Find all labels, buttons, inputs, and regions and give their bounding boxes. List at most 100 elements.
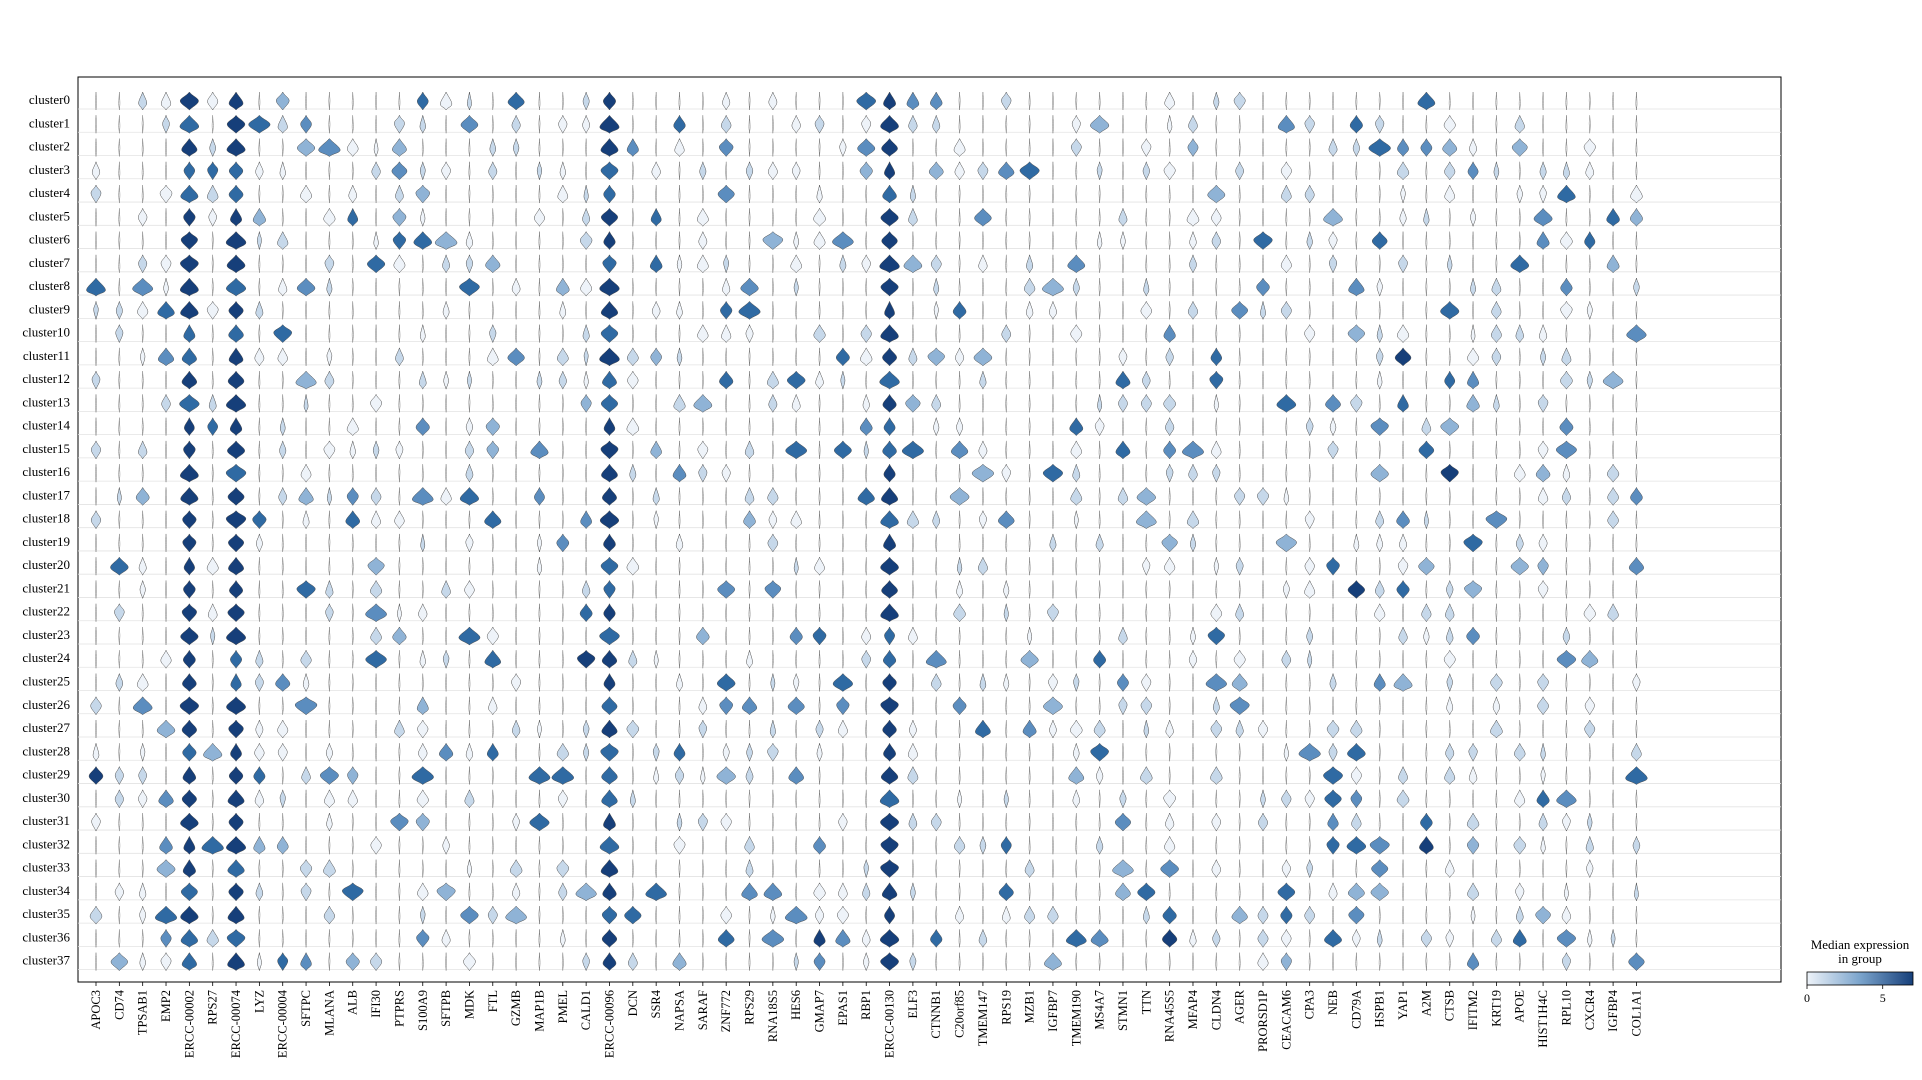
violin <box>952 300 967 320</box>
violin <box>1332 115 1334 134</box>
violin <box>1440 300 1460 320</box>
violin <box>1262 91 1264 111</box>
violin <box>1588 766 1591 785</box>
violin <box>585 696 587 715</box>
violin <box>1448 882 1451 901</box>
violin <box>1495 626 1498 645</box>
violin <box>978 254 988 274</box>
violin <box>398 789 401 808</box>
violin <box>1192 185 1194 204</box>
violin <box>879 928 900 948</box>
violin <box>678 557 681 576</box>
violin <box>1283 580 1290 600</box>
violin <box>441 579 451 600</box>
cluster-label: cluster13 <box>22 394 70 409</box>
violin <box>281 906 284 925</box>
violin <box>1565 324 1568 343</box>
violin <box>701 603 704 622</box>
violin <box>745 858 754 879</box>
violin <box>865 301 868 320</box>
violin <box>398 859 401 878</box>
violin <box>95 394 97 413</box>
violin <box>226 277 247 297</box>
violin <box>1160 859 1179 878</box>
violin <box>258 138 261 157</box>
violin <box>281 813 284 832</box>
violin <box>509 858 523 879</box>
violin <box>1559 417 1574 437</box>
violin <box>1425 650 1428 669</box>
violin <box>880 510 899 530</box>
violin <box>673 393 686 413</box>
violin <box>912 557 914 576</box>
violin <box>95 952 97 971</box>
violin <box>881 138 898 157</box>
gene-label: TMEM147 <box>976 990 990 1046</box>
violin <box>1588 673 1591 692</box>
violin <box>95 91 97 111</box>
violin <box>1281 928 1292 948</box>
violin <box>1495 208 1498 227</box>
violin <box>1308 813 1311 832</box>
gene-label: RBP1 <box>859 990 873 1020</box>
violin <box>305 301 307 320</box>
violin <box>748 185 751 204</box>
violin <box>698 463 708 483</box>
violin <box>395 439 404 460</box>
violin <box>351 836 354 855</box>
violin <box>1262 440 1264 459</box>
violin <box>958 324 961 343</box>
violin <box>1328 881 1338 902</box>
violin <box>1612 696 1614 715</box>
violin <box>1189 253 1197 274</box>
violin <box>226 626 246 646</box>
violin <box>323 858 336 879</box>
violin <box>95 603 97 622</box>
violin <box>1025 301 1034 321</box>
violin <box>115 301 123 321</box>
cluster-label: cluster37 <box>22 953 70 968</box>
violin <box>1145 91 1148 111</box>
violin <box>1122 766 1124 785</box>
violin <box>880 207 899 227</box>
violin <box>373 138 379 157</box>
violin <box>1022 719 1037 739</box>
violin <box>1472 91 1474 111</box>
violin <box>599 277 620 297</box>
violin <box>1565 208 1568 227</box>
violin <box>181 719 197 739</box>
violin <box>328 882 331 901</box>
violin <box>1052 115 1054 134</box>
violin <box>865 533 868 552</box>
violin <box>631 510 634 529</box>
violin <box>793 278 799 297</box>
gene-label: S100A9 <box>416 990 430 1031</box>
violin <box>300 184 312 204</box>
violin <box>1355 626 1358 645</box>
violin <box>351 859 354 878</box>
violin <box>1005 278 1008 297</box>
violin <box>1028 789 1031 808</box>
violin <box>602 254 617 274</box>
violin <box>1238 766 1241 785</box>
violin <box>865 464 868 483</box>
violin <box>697 323 709 344</box>
violin <box>1518 580 1521 599</box>
violin <box>1042 463 1063 483</box>
violin <box>1098 603 1101 622</box>
violin <box>748 906 751 925</box>
violin <box>1402 906 1404 925</box>
violin <box>1518 626 1521 645</box>
violin <box>118 650 121 669</box>
violin <box>398 487 401 506</box>
violin <box>556 277 570 297</box>
violin <box>1308 301 1311 320</box>
violin <box>1052 347 1054 366</box>
violin <box>1560 370 1573 390</box>
violin <box>135 486 150 506</box>
violin <box>1098 952 1101 971</box>
violin <box>748 626 751 645</box>
violin <box>1304 184 1315 204</box>
violin <box>538 696 541 715</box>
violin <box>678 510 681 529</box>
